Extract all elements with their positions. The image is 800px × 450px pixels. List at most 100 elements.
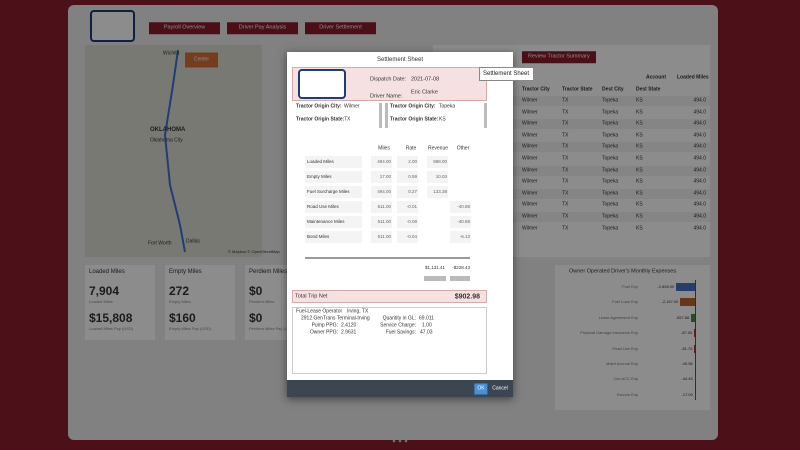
- row-label-box: [305, 186, 362, 198]
- cell: -0.08: [406, 218, 417, 224]
- bar: [676, 283, 695, 291]
- table-cell: KS: [636, 109, 643, 116]
- bar: [691, 313, 695, 322]
- table-cell: KS: [636, 201, 643, 208]
- table-cell: Wilmer: [522, 120, 538, 127]
- cell-box: [397, 201, 418, 213]
- table-row: [433, 200, 710, 211]
- cell: -0.01: [406, 203, 417, 209]
- table-cell: TX: [562, 97, 569, 104]
- cell-box: [450, 231, 471, 243]
- table-cell: Wilmer: [522, 97, 538, 104]
- tooltip-box: [479, 67, 534, 81]
- table-cell: TX: [562, 213, 569, 220]
- table-cell: Topeka: [602, 109, 619, 116]
- row-label-box: [305, 171, 362, 183]
- row-label: Loaded Miles: [307, 158, 334, 164]
- table-header: Tractor City: [522, 86, 550, 93]
- table-cell: Topeka: [602, 178, 619, 185]
- ok-button[interactable]: OK: [474, 383, 488, 395]
- kpi-pay: $15,808: [89, 311, 133, 325]
- nav-button[interactable]: Payroll Overview: [149, 22, 220, 34]
- table-cell: Topeka: [602, 120, 619, 127]
- table-cell: Wilmer: [522, 109, 538, 116]
- total-revenue: $1,131.41: [424, 264, 445, 270]
- map-button[interactable]: Center: [185, 52, 219, 68]
- fuel-value: 2.9631: [341, 329, 357, 336]
- value-label: -87.00: [681, 330, 693, 336]
- table-cell: TX: [562, 155, 569, 162]
- category-label: Fuel Exp: [622, 284, 638, 289]
- table-cell: TX: [562, 190, 569, 197]
- map-label: Fort Worth: [148, 240, 172, 247]
- cell: 494.00: [377, 158, 391, 164]
- map-attribution: © Mapbox © OpenStreetMap: [228, 249, 280, 254]
- row-label: Fuel Surcharge Miles: [307, 188, 350, 194]
- fuel-label: Owner PPG:: [309, 329, 338, 336]
- table-cell: 494.0: [693, 132, 706, 139]
- row-label: Maintenance Miles: [307, 218, 345, 224]
- kpi-label: Empty Miles: [169, 269, 202, 275]
- cell: -40.88: [457, 203, 470, 209]
- modal-title: Settlement Sheet: [376, 57, 424, 63]
- cell-box: [371, 231, 392, 243]
- table-row: [433, 119, 710, 130]
- table-cell: Topeka: [602, 143, 619, 150]
- cell: 17.00: [379, 173, 391, 179]
- kpi-pay-label: Loaded Miles Pay (USD): [89, 326, 134, 331]
- kpi-value: $0: [249, 284, 263, 298]
- map-label: Wichita: [163, 50, 180, 57]
- table-cell: KS: [636, 132, 643, 139]
- fuel-text: Irving, TX: [347, 308, 369, 315]
- table-cell: 494.0: [693, 143, 706, 150]
- expenses-title: Owner Operated Driver's Monthly Expenses: [569, 268, 677, 275]
- table-cell: KS: [636, 120, 643, 127]
- field-value: Eric Clarke: [411, 89, 438, 96]
- field-label: Tractor Origin City:: [296, 103, 342, 110]
- table-row: [433, 212, 710, 222]
- value-label: -2,808.00: [657, 284, 675, 289]
- field-value: TX: [344, 116, 351, 123]
- table-cell: 494.0: [693, 97, 706, 104]
- table-row: [433, 188, 710, 199]
- field-value: KS: [439, 116, 446, 123]
- nav-button[interactable]: Driver Settlement: [305, 22, 376, 34]
- table-cell: TX: [562, 225, 569, 232]
- row-label-box: [305, 156, 362, 168]
- kpi-card: [85, 265, 155, 340]
- column-header: Rate: [405, 145, 417, 152]
- cell: 511.00: [377, 203, 391, 209]
- table-cell: Topeka: [602, 225, 619, 232]
- bar: [694, 329, 695, 338]
- field-value: Wilmer: [344, 103, 360, 110]
- cell-box: [371, 186, 392, 198]
- cell-box: [397, 186, 418, 198]
- kpi-card: [165, 265, 235, 340]
- fuel-value: 47.03: [420, 329, 433, 336]
- kpi-card: [245, 265, 290, 340]
- table-header: Account: [646, 74, 666, 81]
- total-box: [450, 276, 470, 281]
- table-cell: Wilmer: [522, 190, 538, 197]
- table-rule: [305, 257, 470, 259]
- table-cell: KS: [636, 155, 643, 162]
- row-label-box: [305, 216, 362, 228]
- fuel-text: 2912 GenTrans Terminal-Irving: [301, 315, 370, 322]
- table-row: [433, 107, 710, 118]
- field-value: Topeka: [439, 103, 456, 110]
- cancel-button[interactable]: Cancel: [492, 385, 508, 392]
- nav-button[interactable]: Driver Pay Analysis: [227, 22, 298, 34]
- cell-box: [371, 171, 392, 183]
- table-cell: KS: [636, 97, 643, 104]
- table-cell: TX: [562, 109, 569, 116]
- origin-box: [292, 103, 382, 128]
- table-cell: KS: [636, 167, 643, 174]
- table-cell: 494.0: [693, 155, 706, 162]
- table-button[interactable]: Review Tractor Summary: [522, 51, 596, 63]
- total-other: -$228.43: [452, 264, 470, 270]
- table-cell: TX: [562, 178, 569, 185]
- table-header: Tractor State: [562, 86, 593, 93]
- field-value: 2021-07-08: [411, 76, 440, 83]
